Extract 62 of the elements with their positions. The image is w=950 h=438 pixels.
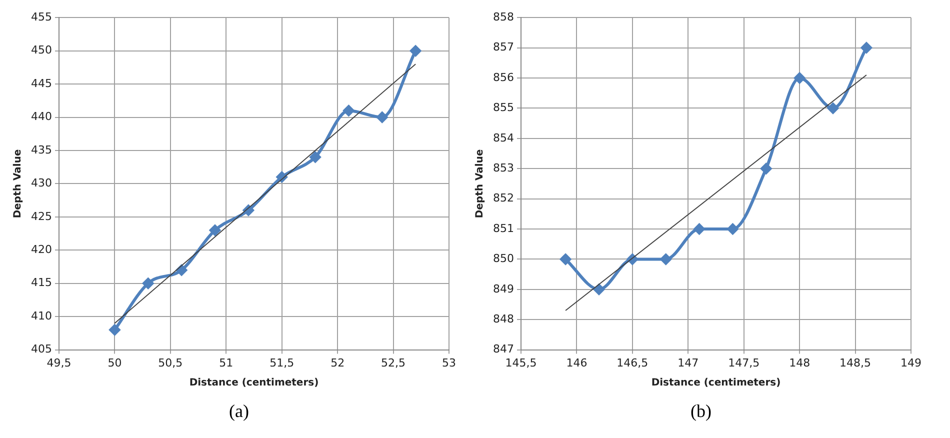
y-tick-label: 848 [492, 312, 514, 326]
x-tick-label: 149 [900, 356, 922, 370]
y-tick-label: 435 [30, 143, 52, 156]
y-tick-label: 445 [30, 76, 52, 90]
x-axis-title: Distance (centimeters) [651, 378, 781, 389]
point [210, 224, 220, 236]
text: (b) [690, 401, 712, 422]
y-axis-title: Depth Value [474, 149, 486, 218]
x-tick-label: 145,5 [505, 356, 537, 370]
y-tick-label: 455 [30, 10, 52, 24]
x-tick-label: 147 [678, 356, 699, 370]
y-tick-label: 420 [30, 243, 52, 256]
point [376, 112, 388, 123]
point [727, 224, 738, 234]
point [760, 163, 772, 174]
x-tick-label: 148,5 [840, 356, 872, 370]
x-axis-title: Distance (centimeters) [189, 378, 319, 389]
y-tick-label: 851 [492, 222, 514, 235]
point [694, 224, 705, 234]
point [560, 254, 572, 265]
x-tick-label: 50,5 [158, 356, 183, 370]
y-tick-label: 854 [492, 131, 514, 144]
point [343, 105, 354, 116]
point [794, 72, 806, 84]
y-tick-label: 858 [492, 10, 514, 24]
point [660, 254, 672, 265]
y-tick-label: 856 [492, 70, 514, 84]
y-tick-label: 405 [30, 342, 52, 356]
y-tick-label: 415 [30, 276, 52, 290]
y-tick-label: 857 [492, 40, 514, 54]
point [142, 278, 154, 289]
x-tick-label: 49,5 [46, 356, 72, 370]
y-tick-label: 430 [30, 176, 52, 190]
point [860, 42, 872, 54]
x-tick-label: 51,5 [270, 356, 294, 370]
y-tick-label: 847 [492, 342, 514, 356]
y-tick-label: 440 [30, 110, 52, 124]
point [310, 152, 321, 163]
x-tick-label: 146,5 [616, 356, 648, 370]
point [593, 284, 604, 295]
x-tick-label: 147,5 [728, 356, 760, 370]
point [109, 324, 120, 336]
x-tick-label: 146 [566, 356, 588, 370]
x-tick-label: 51 [219, 356, 234, 370]
x-tick-label: 53 [442, 356, 456, 370]
text: (a) [228, 401, 250, 422]
y-tick-label: 410 [30, 309, 52, 322]
y-tick-label: 450 [30, 44, 52, 57]
y-tick-label: 850 [492, 252, 514, 266]
x-tick-label: 52,5 [381, 356, 406, 370]
y-tick-label: 853 [492, 161, 514, 174]
point [828, 102, 838, 114]
y-axis-title: Depth Value [12, 149, 24, 218]
x-tick-label: 50 [108, 356, 122, 370]
y-tick-label: 852 [492, 192, 514, 205]
x-tick-label: 148 [789, 356, 810, 370]
y-tick-label: 855 [492, 101, 514, 114]
x-tick-label: 52 [330, 356, 345, 370]
y-tick-label: 849 [492, 282, 514, 296]
point [176, 264, 188, 276]
y-tick-label: 425 [30, 210, 52, 223]
point [410, 45, 422, 56]
